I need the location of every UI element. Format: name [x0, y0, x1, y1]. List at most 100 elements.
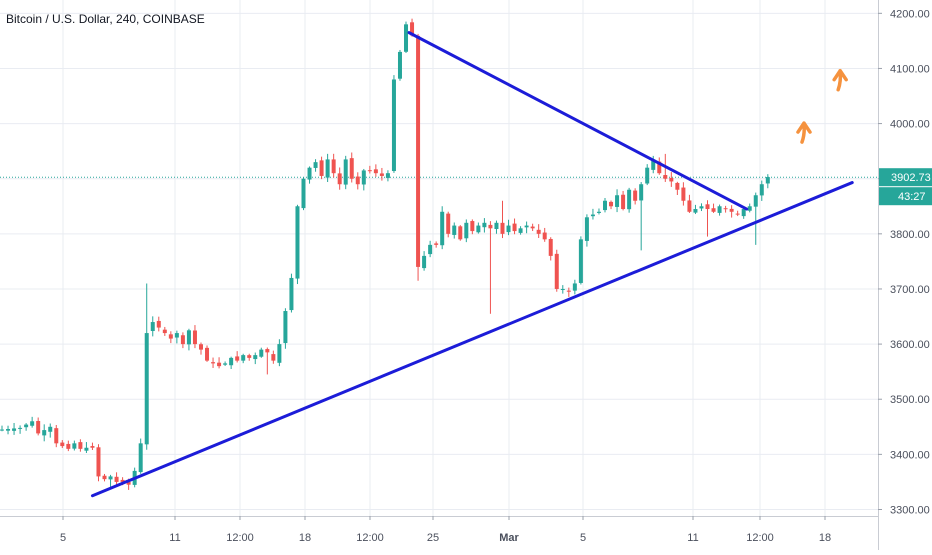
candle [440, 206, 445, 250]
candle-body [30, 421, 35, 426]
trendline [90, 181, 854, 498]
candle [639, 182, 644, 251]
candle-body [717, 206, 722, 213]
candle-body [325, 159, 330, 178]
candle-body [633, 190, 638, 201]
arrow-stroke [832, 68, 848, 92]
trendlines[interactable] [90, 31, 854, 498]
candle [277, 339, 282, 367]
y-tick-label: 4000.00 [890, 119, 930, 131]
x-tick-label: 11 [687, 532, 698, 544]
candle-body [367, 170, 372, 172]
candle [554, 249, 559, 292]
candle-body [681, 187, 686, 201]
candle-body [331, 159, 336, 174]
candle-body [313, 162, 318, 168]
candle-body [42, 430, 47, 436]
candle-body [253, 355, 258, 360]
candle-body [482, 222, 487, 228]
candle-body [675, 182, 680, 190]
candle [711, 203, 716, 213]
candle-body [566, 290, 571, 292]
candle-body [397, 51, 402, 79]
candles [0, 18, 770, 490]
x-tick-label: 11 [169, 532, 180, 544]
candle [675, 181, 680, 196]
candle-body [729, 208, 734, 212]
candle-body [578, 239, 583, 283]
candle [319, 156, 324, 180]
candle-body [759, 184, 764, 196]
candle-body [162, 329, 167, 334]
candle-body [747, 206, 752, 211]
candle [367, 165, 372, 174]
candle [397, 49, 402, 81]
y-tick-label: 3300.00 [890, 504, 930, 516]
price-axis[interactable]: 3300.00 3400.00 3500.00 3600.00 3700.00 3800.… [878, 8, 930, 516]
candle [705, 200, 710, 237]
candle-body [548, 238, 553, 256]
arrow-up-icon [832, 68, 848, 92]
candle-body [446, 213, 451, 234]
time-axis[interactable]: 5 11 12:00 18 12:00 25 Mar 5 11 12:00 18 [60, 516, 831, 544]
candle-body [150, 322, 155, 332]
x-tick-label: 12:00 [356, 532, 384, 544]
candle [229, 356, 234, 370]
candle-body [723, 208, 728, 210]
last-price-badge [879, 168, 932, 187]
last-price-tag: 3902.73 43:27 [879, 168, 932, 206]
candle [90, 442, 95, 451]
annotations [796, 68, 848, 144]
candle-body [512, 223, 517, 232]
candle [283, 308, 288, 349]
candle-body [241, 355, 246, 361]
candle [36, 417, 41, 436]
candle [391, 75, 396, 173]
candle-body [416, 35, 421, 267]
candle-body [78, 442, 83, 449]
candle-body [560, 288, 565, 290]
candle [723, 205, 728, 213]
candle [548, 237, 553, 261]
symbol-title[interactable]: Bitcoin / U.S. Dollar, 240, COINBASE [6, 12, 205, 26]
candle-body [223, 363, 228, 365]
candle-body [198, 344, 203, 350]
candle [500, 200, 505, 239]
x-tick-label: 12:00 [226, 532, 254, 544]
candle [452, 222, 457, 239]
y-tick-label: 3800.00 [890, 229, 930, 241]
candle-body [518, 228, 523, 233]
candle [446, 211, 451, 238]
candle [343, 155, 348, 190]
candle [0, 425, 4, 432]
candle-body [54, 428, 59, 444]
candle [385, 170, 390, 182]
y-tick-label: 3400.00 [890, 449, 930, 461]
candle [66, 440, 71, 452]
candle-body [174, 333, 179, 338]
candle-body [0, 429, 4, 431]
candle [30, 416, 35, 428]
candle-body [12, 428, 17, 431]
candle [494, 220, 499, 234]
candle [192, 325, 197, 349]
candle [633, 188, 638, 205]
candle [681, 182, 686, 206]
candle-body [36, 421, 41, 434]
candle [476, 222, 481, 234]
candle [180, 332, 185, 349]
candle [524, 221, 529, 234]
candle [301, 177, 306, 211]
candle-body [657, 161, 662, 174]
candle-body [90, 446, 95, 448]
y-tick-label: 4100.00 [890, 63, 930, 75]
candle [482, 218, 487, 233]
candle [174, 330, 179, 344]
candle [536, 224, 541, 239]
candle-body [452, 225, 457, 235]
candle-body [379, 173, 384, 176]
candle-body [72, 443, 77, 449]
candle-body [506, 225, 511, 233]
